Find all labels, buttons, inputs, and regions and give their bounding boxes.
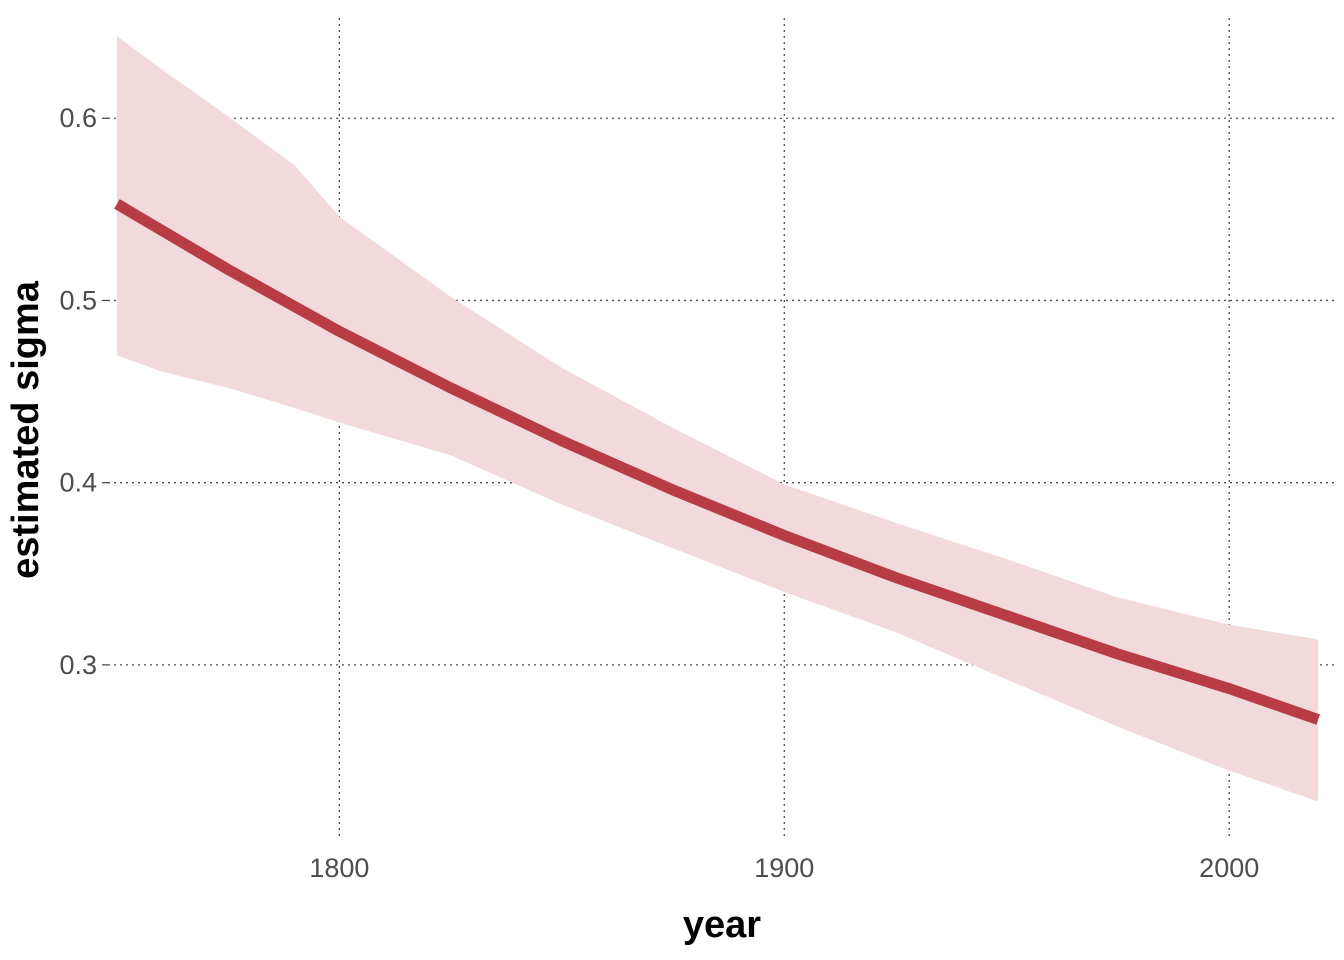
x-tick-label-2000: 2000 <box>1199 853 1259 883</box>
series-line-layer <box>114 199 1321 725</box>
confidence-band-layer <box>116 36 1319 802</box>
x-tick-label-1800: 1800 <box>309 853 369 883</box>
confidence-band <box>116 36 1319 802</box>
y-tick-label-0.5: 0.5 <box>59 285 97 315</box>
series-line-0 <box>114 199 1321 725</box>
x-tick-label-1900: 1900 <box>754 853 814 883</box>
y-tick-label-0.4: 0.4 <box>59 468 97 498</box>
ticks: 1800 1900 2000 0.3 0.4 0.5 0.6 <box>59 103 1259 883</box>
x-axis-title: year <box>683 904 761 946</box>
y-tick-label-0.3: 0.3 <box>59 650 97 680</box>
y-axis-title: estimated sigma <box>5 280 47 579</box>
y-tick-label-0.6: 0.6 <box>59 103 97 133</box>
